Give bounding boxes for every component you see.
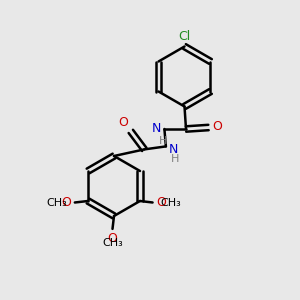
Text: O: O [213, 120, 223, 134]
Text: Cl: Cl [178, 30, 190, 43]
Text: CH₃: CH₃ [46, 197, 67, 208]
Text: O: O [157, 196, 166, 209]
Text: O: O [108, 232, 117, 245]
Text: H: H [159, 136, 167, 146]
Text: CH₃: CH₃ [160, 197, 181, 208]
Text: H: H [171, 154, 179, 164]
Text: O: O [61, 196, 71, 209]
Text: N: N [152, 122, 161, 135]
Text: N: N [169, 143, 178, 156]
Text: CH₃: CH₃ [102, 238, 123, 248]
Text: O: O [118, 116, 128, 129]
